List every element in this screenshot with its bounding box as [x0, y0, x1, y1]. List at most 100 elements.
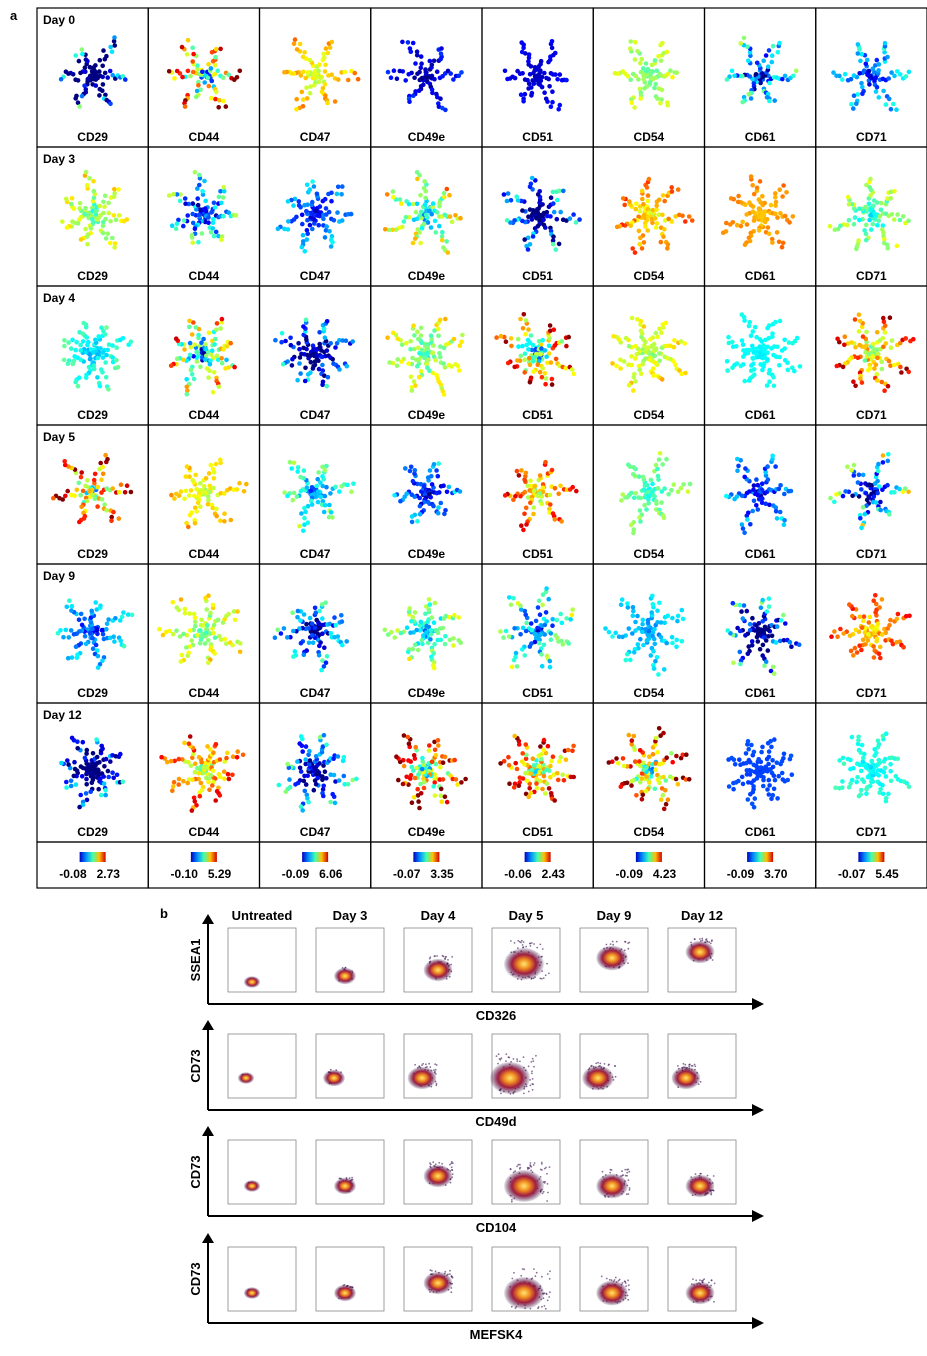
tree-node: [429, 628, 434, 633]
tree-node: [679, 486, 684, 491]
tree-node: [856, 51, 861, 56]
tree-node: [292, 461, 297, 466]
tree-node: [104, 375, 109, 380]
tree-node: [653, 767, 658, 772]
tree-node: [869, 227, 874, 232]
tree-node: [771, 44, 776, 49]
tree-node: [877, 484, 882, 489]
tree-node: [303, 757, 308, 762]
tree-node: [192, 342, 197, 347]
tree-node: [892, 74, 897, 79]
tree-node: [400, 342, 405, 347]
tree-node: [629, 783, 634, 788]
tree-node: [521, 99, 526, 104]
tree-node: [198, 504, 203, 509]
marker-label: CD47: [300, 408, 331, 422]
tree-node: [867, 202, 872, 207]
tree-node: [544, 354, 549, 359]
tree-node: [328, 491, 333, 496]
tree-node: [413, 776, 418, 781]
tree-node: [174, 226, 179, 231]
tree-node: [108, 69, 113, 74]
tree-node: [113, 43, 118, 48]
tree-node: [208, 773, 213, 778]
marker-label: CD49e: [408, 408, 446, 422]
tree-node: [742, 36, 747, 41]
tree-node: [324, 224, 329, 229]
spade-tree: [277, 733, 359, 813]
tree-node: [675, 70, 680, 75]
spade-tree: [273, 600, 349, 672]
tree-node: [743, 466, 748, 471]
tree-node: [211, 486, 216, 491]
tree-node: [192, 612, 197, 617]
tree-node: [413, 236, 418, 241]
tree-node: [760, 598, 765, 603]
tree-node: [550, 89, 555, 94]
tree-node: [293, 37, 298, 42]
tree-node: [412, 76, 417, 81]
tree-node: [907, 784, 912, 789]
tree-node: [615, 225, 620, 230]
tree-node: [451, 636, 456, 641]
tree-node: [389, 75, 394, 80]
tree-node: [494, 335, 499, 340]
tree-node: [305, 183, 310, 188]
scale-min: -0.06: [504, 867, 532, 881]
tree-node: [564, 616, 569, 621]
tree-node: [633, 40, 638, 45]
tree-node: [733, 762, 738, 767]
tree-node: [320, 616, 325, 621]
tree-node: [448, 214, 453, 219]
tree-node: [520, 50, 525, 55]
tree-node: [190, 46, 195, 51]
tree-node: [304, 209, 309, 214]
tree-node: [619, 784, 624, 789]
tree-node: [752, 215, 757, 220]
tree-node: [446, 250, 451, 255]
tree-node: [184, 645, 189, 650]
tree-node: [740, 775, 745, 780]
tree-node: [89, 226, 94, 231]
tree-node: [167, 193, 172, 198]
tree-node: [524, 621, 529, 626]
tree-node: [190, 332, 195, 337]
marker-label: CD61: [745, 130, 776, 144]
tree-node: [106, 617, 111, 622]
day-label: Day 4: [43, 291, 75, 305]
tree-node: [854, 780, 859, 785]
tree-node: [459, 70, 464, 75]
tree-node: [753, 325, 758, 330]
tree-node: [522, 357, 527, 362]
tree-node: [774, 509, 779, 514]
tree-node: [750, 509, 755, 514]
tree-node: [539, 352, 544, 357]
tree-node: [412, 753, 417, 758]
tree-node: [422, 179, 427, 184]
tree-node: [332, 794, 337, 799]
tree-node: [452, 337, 457, 342]
tree-node: [528, 478, 533, 483]
tree-node: [185, 52, 190, 57]
tree-node: [662, 621, 667, 626]
tree-node: [443, 634, 448, 639]
tree-node: [89, 609, 94, 614]
tree-node: [224, 641, 229, 646]
tree-node: [412, 333, 417, 338]
tree-node: [548, 214, 553, 219]
scale-max: 3.35: [430, 867, 454, 881]
tree-node: [757, 197, 762, 202]
tree-node: [333, 801, 338, 806]
tree-node: [547, 768, 552, 773]
tree-node: [738, 41, 743, 46]
tree-node: [621, 756, 626, 761]
tree-node: [323, 769, 328, 774]
tree-node: [503, 493, 508, 498]
marker-label: CD71: [856, 686, 887, 700]
tree-node: [443, 755, 448, 760]
tree-node: [315, 477, 320, 482]
tree-node: [548, 665, 553, 670]
tree-node: [498, 629, 503, 634]
tree-node: [782, 752, 787, 757]
tree-node: [731, 661, 736, 666]
